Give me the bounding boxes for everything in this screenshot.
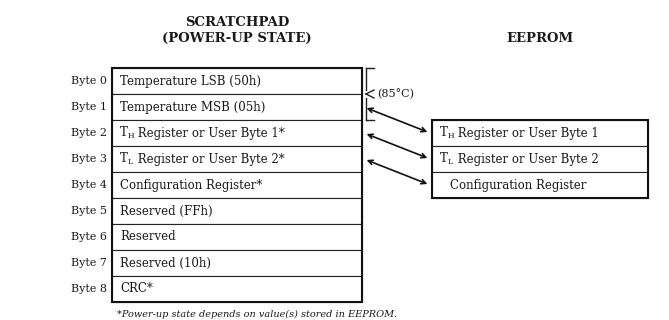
Text: *Power-up state depends on value(s) stored in EEPROM.: *Power-up state depends on value(s) stor… bbox=[117, 310, 397, 319]
Text: L: L bbox=[128, 158, 132, 166]
Text: Byte 2: Byte 2 bbox=[71, 128, 107, 138]
Text: Register or User Byte 1*: Register or User Byte 1* bbox=[134, 126, 285, 140]
Text: Byte 1: Byte 1 bbox=[71, 102, 107, 112]
Text: Configuration Register: Configuration Register bbox=[450, 179, 586, 191]
Text: L: L bbox=[448, 158, 452, 166]
Text: EEPROM: EEPROM bbox=[506, 32, 573, 45]
Bar bbox=[432, 120, 648, 198]
Bar bbox=[432, 120, 648, 146]
Bar bbox=[112, 68, 362, 94]
Text: Reserved: Reserved bbox=[120, 230, 176, 244]
Bar bbox=[112, 172, 362, 198]
Bar bbox=[112, 198, 362, 224]
Text: Reserved (FFh): Reserved (FFh) bbox=[120, 204, 213, 218]
Text: T: T bbox=[440, 153, 448, 165]
Text: Temperature MSB (05h): Temperature MSB (05h) bbox=[120, 100, 266, 114]
Text: Configuration Register*: Configuration Register* bbox=[120, 179, 262, 191]
Bar bbox=[432, 146, 648, 172]
Text: Byte 0: Byte 0 bbox=[71, 76, 107, 86]
Text: (POWER-UP STATE): (POWER-UP STATE) bbox=[162, 32, 312, 45]
Bar bbox=[112, 224, 362, 250]
Text: H: H bbox=[128, 132, 134, 140]
Bar bbox=[432, 172, 648, 198]
Text: T: T bbox=[440, 126, 448, 140]
Text: Byte 4: Byte 4 bbox=[71, 180, 107, 190]
Text: T: T bbox=[120, 126, 128, 140]
Text: Byte 5: Byte 5 bbox=[71, 206, 107, 216]
Text: Byte 8: Byte 8 bbox=[71, 284, 107, 294]
Bar bbox=[112, 68, 362, 302]
Text: CRC*: CRC* bbox=[120, 283, 153, 295]
Text: Byte 3: Byte 3 bbox=[71, 154, 107, 164]
Text: Byte 7: Byte 7 bbox=[71, 258, 107, 268]
Text: T: T bbox=[120, 153, 128, 165]
Bar bbox=[112, 276, 362, 302]
Text: Reserved (10h): Reserved (10h) bbox=[120, 257, 211, 269]
Text: Byte 6: Byte 6 bbox=[71, 232, 107, 242]
Text: Register or User Byte 2: Register or User Byte 2 bbox=[454, 153, 599, 165]
Bar bbox=[112, 94, 362, 120]
Text: Register or User Byte 1: Register or User Byte 1 bbox=[454, 126, 599, 140]
Text: (85°C): (85°C) bbox=[377, 89, 414, 99]
Text: Register or User Byte 2*: Register or User Byte 2* bbox=[134, 153, 285, 165]
Bar bbox=[112, 146, 362, 172]
Bar bbox=[112, 120, 362, 146]
Text: Temperature LSB (50h): Temperature LSB (50h) bbox=[120, 75, 261, 87]
Text: SCRATCHPAD: SCRATCHPAD bbox=[185, 16, 289, 29]
Text: H: H bbox=[448, 132, 454, 140]
Bar bbox=[112, 250, 362, 276]
